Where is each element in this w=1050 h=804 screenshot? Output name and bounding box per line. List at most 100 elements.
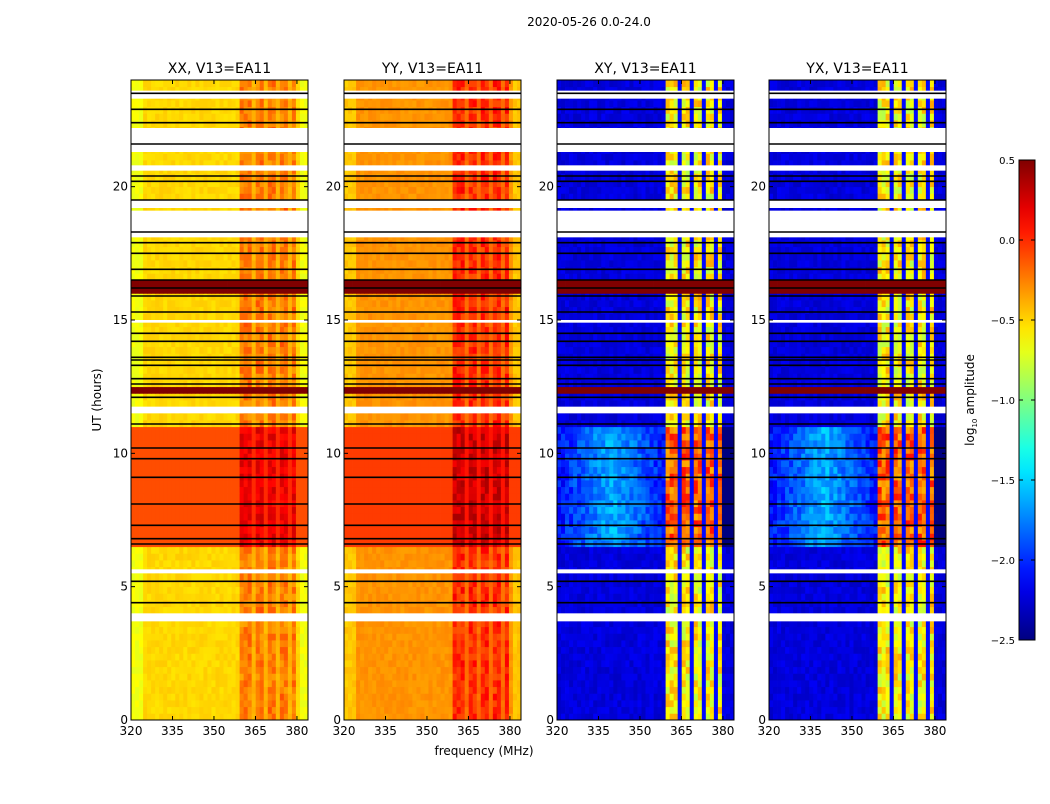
heatmap-cell — [151, 600, 155, 607]
heatmap-cell — [240, 687, 244, 694]
heatmap-cell — [163, 640, 167, 647]
heatmap-cell — [264, 527, 268, 534]
heatmap-cell — [207, 173, 211, 180]
heatmap-cell — [139, 333, 143, 340]
heatmap-cell — [449, 707, 453, 714]
heatmap-cell — [167, 687, 171, 694]
heatmap-cell — [296, 280, 300, 287]
heatmap-cell — [151, 120, 155, 127]
heatmap-cell — [139, 100, 143, 107]
heatmap-cell — [175, 113, 179, 120]
heatmap-cell — [131, 367, 135, 374]
heatmap-cell — [155, 700, 159, 707]
heatmap-cell — [143, 300, 147, 307]
heatmap-cell — [248, 627, 252, 634]
heatmap-cell — [252, 547, 256, 554]
heatmap-cell — [360, 660, 364, 667]
heatmap-cell — [175, 293, 179, 300]
heatmap-cell — [284, 627, 288, 634]
heatmap-cell — [244, 600, 248, 607]
heatmap-cell — [252, 467, 256, 474]
heatmap-cell — [191, 507, 195, 514]
heatmap-cell — [211, 560, 215, 567]
heatmap-cell — [408, 633, 412, 640]
heatmap-cell — [244, 253, 248, 260]
heatmap-cell — [461, 647, 465, 654]
heatmap-cell — [268, 660, 272, 667]
heatmap-cell — [248, 440, 252, 447]
heatmap-cell — [159, 507, 163, 514]
heatmap-cell — [424, 693, 428, 700]
heatmap-cell — [260, 640, 264, 647]
heatmap-cell — [131, 653, 135, 660]
heatmap-cell — [147, 347, 151, 354]
heatmap-cell — [139, 627, 143, 634]
heatmap-cell — [404, 653, 408, 660]
heatmap-cell — [187, 400, 191, 407]
heatmap-cell — [264, 700, 268, 707]
heatmap-cell — [139, 300, 143, 307]
heatmap-cell — [469, 700, 473, 707]
heatmap-cell — [252, 587, 256, 594]
heatmap-cell — [244, 700, 248, 707]
heatmap-cell — [147, 493, 151, 500]
heatmap-cell — [199, 647, 203, 654]
heatmap-cell — [248, 313, 252, 320]
heatmap-cell — [155, 627, 159, 634]
heatmap-cell — [187, 107, 191, 114]
heatmap-cell — [268, 107, 272, 114]
heatmap-cell — [175, 280, 179, 287]
heatmap-cell — [461, 680, 465, 687]
heatmap-cell — [236, 113, 240, 120]
heatmap-cell — [457, 660, 461, 667]
heatmap-cell — [513, 687, 517, 694]
heatmap-cell — [163, 413, 167, 420]
heatmap-cell — [268, 693, 272, 700]
heatmap-cell — [300, 347, 304, 354]
heatmap-cell — [248, 487, 252, 494]
heatmap-cell — [207, 240, 211, 247]
heatmap-cell — [187, 433, 191, 440]
heatmap-cell — [236, 607, 240, 614]
heatmap-cell — [163, 573, 167, 580]
heatmap-cell — [248, 113, 252, 120]
heatmap-cell — [408, 673, 412, 680]
heatmap-cell — [352, 687, 356, 694]
heatmap-cell — [151, 467, 155, 474]
heatmap-cell — [292, 547, 296, 554]
heatmap-cell — [187, 627, 191, 634]
heatmap-cell — [248, 673, 252, 680]
heatmap-cell — [207, 480, 211, 487]
heatmap-cell — [264, 653, 268, 660]
heatmap-cell — [300, 633, 304, 640]
heatmap-cell — [300, 100, 304, 107]
heatmap-cell — [187, 427, 191, 434]
heatmap-cell — [408, 693, 412, 700]
heatmap-cell — [372, 633, 376, 640]
heatmap-cell — [155, 527, 159, 534]
heatmap-cell — [493, 653, 497, 660]
heatmap-cell — [131, 267, 135, 274]
heatmap-cell — [147, 693, 151, 700]
heatmap-cell — [236, 187, 240, 194]
heatmap-cell — [224, 427, 228, 434]
heatmap-cell — [284, 593, 288, 600]
heatmap-cell — [147, 680, 151, 687]
heatmap-cell — [264, 553, 268, 560]
heatmap-cell — [228, 153, 232, 160]
heatmap-cell — [232, 680, 236, 687]
heatmap-cell — [163, 187, 167, 194]
heatmap-cell — [211, 687, 215, 694]
heatmap-cell — [272, 547, 276, 554]
heatmap-cell — [179, 187, 183, 194]
heatmap-cell — [187, 253, 191, 260]
heatmap-cell — [139, 487, 143, 494]
heatmap-cell — [195, 333, 199, 340]
heatmap-cell — [167, 293, 171, 300]
heatmap-cell — [453, 673, 457, 680]
heatmap-cell — [187, 713, 191, 720]
heatmap-cell — [280, 333, 284, 340]
heatmap-cell — [175, 347, 179, 354]
heatmap-cell — [276, 687, 280, 694]
heatmap-cell — [244, 480, 248, 487]
